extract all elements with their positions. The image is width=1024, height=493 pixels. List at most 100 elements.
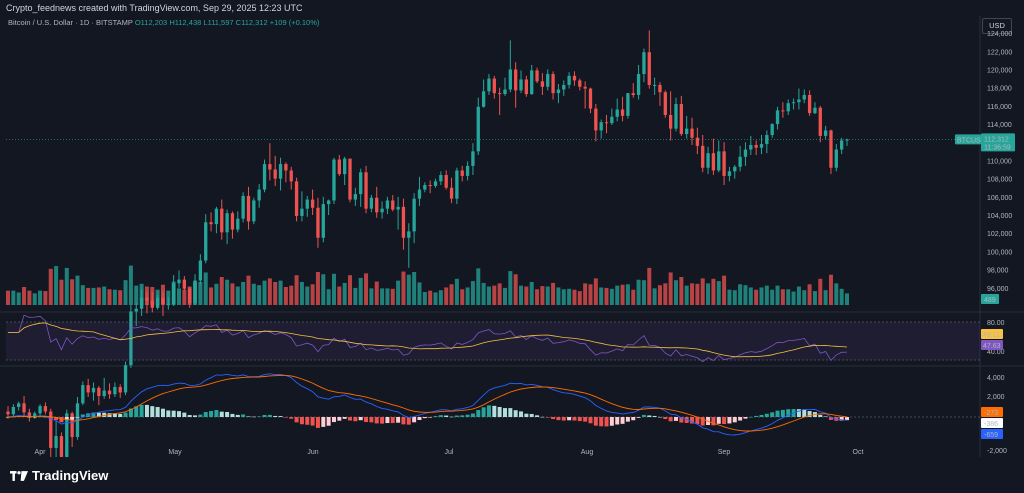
volume-bar — [198, 282, 203, 305]
symbol-legend[interactable]: Bitcoin / U.S. Dollar · 1D · BITSTAMP O1… — [8, 18, 319, 27]
price-tick-label: 100,000 — [987, 249, 1012, 256]
close-value: C112,312 — [235, 18, 268, 27]
macd-histogram-bar — [305, 417, 310, 425]
macd-histogram-bar — [588, 417, 593, 424]
volume-bar — [641, 280, 646, 305]
candle-body — [770, 124, 774, 135]
candle-body — [642, 52, 646, 75]
candle-body — [604, 122, 609, 124]
rsi-ma-tag-value: 49.11 — [983, 332, 1000, 339]
volume-bar — [481, 282, 486, 305]
open-value: O112,203 — [134, 18, 168, 27]
volume-bar — [107, 289, 112, 305]
macd-histogram-bar — [460, 415, 465, 417]
candle-body — [546, 74, 550, 87]
volume-bar — [96, 287, 101, 305]
candle-body — [631, 93, 635, 95]
candle-body — [97, 387, 101, 397]
volume-bar — [476, 268, 481, 305]
candle-body — [177, 279, 181, 284]
volume-bar — [502, 287, 507, 305]
volume-bar — [294, 275, 299, 305]
macd-histogram-bar — [519, 411, 524, 417]
candle-body — [321, 204, 325, 238]
candle-body — [246, 195, 251, 222]
candle-body — [428, 185, 432, 187]
macd-histogram-bar — [502, 408, 507, 417]
volume-bar — [123, 280, 128, 305]
candle-body — [86, 385, 90, 393]
volume-bar — [348, 275, 353, 305]
macd-histogram-bar — [524, 413, 529, 417]
volume-bar — [118, 290, 123, 305]
macd-histogram-bar — [283, 417, 288, 418]
currency-selector[interactable]: USD — [982, 18, 1012, 34]
candle-body — [738, 156, 742, 167]
volume-bar — [807, 284, 812, 305]
macd-histogram-bar — [438, 415, 443, 417]
macd-histogram-bar — [615, 417, 620, 425]
candle-body — [839, 140, 844, 150]
macd-histogram-bar — [823, 416, 828, 418]
macd-histogram-bar — [326, 417, 331, 426]
candle-body — [717, 151, 721, 171]
volume-bar — [545, 286, 550, 305]
macd-histogram-bar — [567, 417, 572, 421]
candle-body — [278, 164, 283, 179]
candle-body — [70, 413, 74, 437]
candle-body — [481, 91, 486, 107]
volume-bar — [27, 290, 32, 305]
volume-bar — [636, 279, 641, 305]
volume-bar — [465, 287, 470, 305]
macd-histogram-bar — [433, 416, 438, 417]
macd-histogram-bar — [353, 417, 358, 422]
macd-histogram-bar — [476, 410, 481, 417]
volume-bar — [722, 275, 727, 305]
volume-bar — [48, 268, 53, 305]
candle-body — [54, 436, 58, 448]
volume-tag — [981, 294, 999, 304]
macd-histogram-bar — [182, 412, 187, 417]
macd-histogram-bar — [123, 412, 128, 417]
ticker-label: BTCUSD — [957, 137, 986, 144]
macd-histogram-bar — [102, 412, 107, 417]
macd-histogram-bar — [497, 406, 502, 417]
candle-body — [33, 413, 37, 417]
volume-bar — [460, 289, 465, 305]
candle-body — [535, 70, 539, 82]
volume-bar — [604, 287, 609, 305]
macd-histogram-bar — [732, 417, 737, 423]
macd-histogram-bar — [679, 417, 684, 423]
candle-body — [572, 75, 577, 81]
macd-histogram-bar — [743, 417, 748, 419]
macd-histogram-bar — [64, 417, 69, 420]
macd-histogram-bar — [262, 414, 267, 417]
candle-body — [209, 222, 213, 225]
volume-bar — [374, 281, 379, 305]
histogram-tag-value: -386 — [984, 421, 998, 428]
candle-body — [241, 195, 245, 219]
volume-bar — [802, 290, 807, 305]
volume-bar — [16, 292, 21, 305]
macd-histogram-bar — [214, 410, 219, 417]
volume-bar — [770, 289, 775, 305]
volume-bar — [567, 288, 572, 305]
volume-bar — [780, 289, 785, 305]
volume-bar — [422, 292, 427, 305]
macd-histogram-bar — [609, 417, 614, 426]
footer: TradingView — [0, 457, 1024, 493]
macd-histogram-bar — [631, 417, 636, 421]
macd-histogram-bar — [818, 414, 823, 417]
macd-histogram-bar — [187, 415, 192, 417]
macd-tick-label: -2,000 — [987, 448, 1007, 455]
volume-bar — [679, 277, 684, 305]
tradingview-brand[interactable]: TradingView — [10, 468, 108, 483]
change-value: +109 (+0.10%) — [269, 18, 320, 27]
candle-body — [225, 213, 229, 233]
macd-histogram-bar — [513, 410, 518, 417]
macd-histogram-bar — [225, 412, 230, 417]
volume-bar — [759, 287, 764, 305]
candle-body — [134, 308, 138, 312]
volume-bar — [299, 282, 304, 305]
